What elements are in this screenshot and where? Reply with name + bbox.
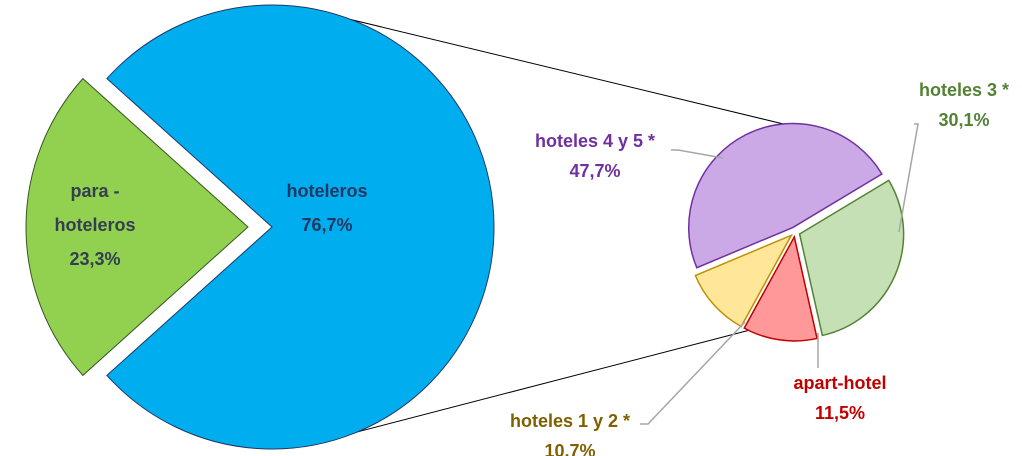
data-label-hoteles-4-y-5-line: 47,7% [569,161,620,181]
data-label-para-hoteleros: para - hoteleros 23,3% [54,181,135,269]
data-label-hoteles-1-y-2-line: 10.7% [544,441,595,456]
secondary-pie [687,122,905,342]
data-label-para-hoteleros-line: 23,3% [69,249,120,269]
connector-line-bottom [302,329,751,447]
leader-line-hoteles-1-y-2 [640,321,746,425]
leader-line-hoteles-3 [898,123,919,233]
data-label-hoteles-4-y-5-line: hoteles 4 y 5 * [535,131,655,151]
data-label-hoteles-3-line: 30,1% [938,110,989,130]
pie-slice-apart-hotel [743,234,818,342]
pie-slice-hoteles-4-y-5 [687,122,883,269]
data-label-hoteles-1-y-2-line: hoteles 1 y 2 * [510,411,630,431]
data-label-hoteles-3-line: hoteles 3 * [919,80,1009,100]
pie-slice-para-hoteleros [25,77,249,377]
data-label-hoteles-3: hoteles 3 * 30,1% [919,80,1009,130]
main-pie [25,4,495,450]
data-label-hoteleros-line: hoteleros [286,181,367,201]
data-label-hoteleros: hoteleros 76,7% [286,181,367,235]
data-label-apart-hotel-line: apart-hotel [793,373,886,393]
data-label-apart-hotel-line: 11,5% [815,403,865,423]
connector-lines [302,7,801,447]
connector-line-top [302,7,801,129]
data-label-para-hoteleros-line: hoteleros [54,215,135,235]
pie-slice-hoteleros [106,4,495,450]
data-label-hoteles-4-y-5: hoteles 4 y 5 * 47,7% [535,131,655,181]
data-label-para-hoteleros-line: para - [70,181,119,201]
pie-slice-hoteles-3 [798,179,905,337]
data-label-hoteles-1-y-2: hoteles 1 y 2 * 10.7% [510,411,630,456]
leader-line-hoteles-4-y-5 [671,149,724,159]
data-label-hoteleros-line: 76,7% [301,215,352,235]
leader-lines [640,123,919,425]
data-labels: hoteleros 76,7% para - hoteleros 23,3% hotele… [54,80,1009,456]
data-label-apart-hotel: apart-hotel 11,5% [793,373,886,423]
pie-slice-hoteles-1-y-2 [694,233,793,328]
